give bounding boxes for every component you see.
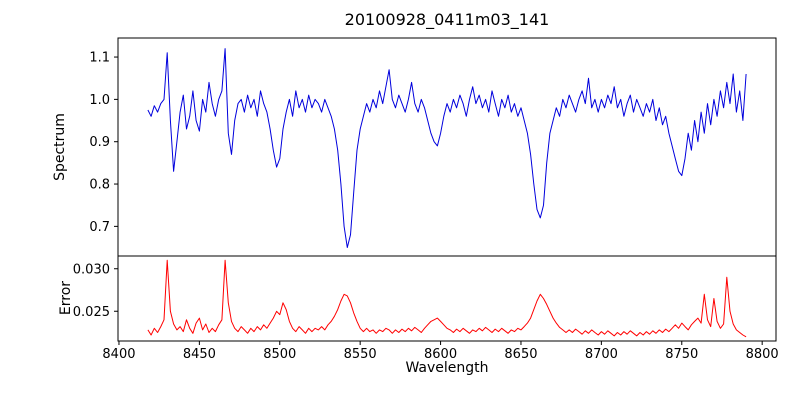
- x-tick-label: 8500: [263, 347, 296, 362]
- spectrum-line: [147, 48, 747, 248]
- error-y-tick-label: 0.030: [73, 262, 110, 277]
- spectrum-y-tick-label: 0.8: [89, 178, 110, 193]
- x-tick-label: 8750: [665, 347, 698, 362]
- chart-title: 20100928_0411m03_141: [344, 10, 550, 29]
- x-axis-label: Wavelength: [405, 360, 489, 376]
- x-tick-label: 8400: [102, 347, 135, 362]
- x-tick-label: 8700: [585, 347, 618, 362]
- x-tick-label: 8450: [183, 347, 216, 362]
- spectrum-spines: [117, 37, 777, 257]
- spectrum-y-tick-label: 0.7: [89, 220, 110, 235]
- x-tick-label: 8650: [504, 347, 537, 362]
- x-tick-label: 8550: [344, 347, 377, 362]
- spectrum-y-tick-label: 0.9: [89, 135, 110, 150]
- error-y-tick-label: 0.025: [73, 305, 110, 320]
- spectrum-y-tick-label: 1.1: [89, 51, 110, 66]
- x-tick-label: 8800: [746, 347, 779, 362]
- error-line: [147, 259, 747, 338]
- error-spines: [117, 255, 777, 342]
- x-tick-label: 8600: [424, 347, 457, 362]
- spectrum-y-tick-label: 1.0: [89, 93, 110, 108]
